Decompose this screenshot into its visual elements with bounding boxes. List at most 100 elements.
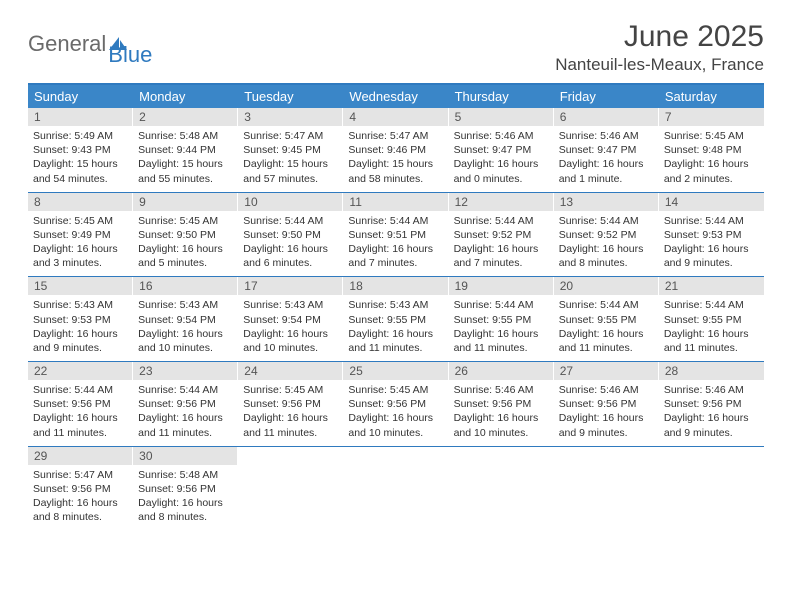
- sunrise-text: Sunrise: 5:43 AM: [33, 298, 128, 312]
- sunrise-text: Sunrise: 5:46 AM: [559, 383, 654, 397]
- day-number: 22: [28, 362, 133, 380]
- weekday-header: Thursday: [449, 85, 554, 108]
- day-info: Sunrise: 5:45 AMSunset: 9:49 PMDaylight:…: [28, 211, 133, 271]
- day-info: Sunrise: 5:46 AMSunset: 9:56 PMDaylight:…: [449, 380, 554, 440]
- sunset-text: Sunset: 9:48 PM: [664, 143, 759, 157]
- weekday-header: Monday: [133, 85, 238, 108]
- daylight-text: Daylight: 16 hours and 9 minutes.: [664, 411, 759, 439]
- daylight-text: Daylight: 16 hours and 11 minutes.: [664, 327, 759, 355]
- day-info: Sunrise: 5:45 AMSunset: 9:56 PMDaylight:…: [238, 380, 343, 440]
- sunrise-text: Sunrise: 5:47 AM: [33, 468, 128, 482]
- calendar-day-cell: 6Sunrise: 5:46 AMSunset: 9:47 PMDaylight…: [554, 108, 659, 192]
- day-info: Sunrise: 5:45 AMSunset: 9:50 PMDaylight:…: [133, 211, 238, 271]
- daylight-text: Daylight: 15 hours and 55 minutes.: [138, 157, 233, 185]
- sunset-text: Sunset: 9:51 PM: [348, 228, 443, 242]
- calendar-day-cell: 1Sunrise: 5:49 AMSunset: 9:43 PMDaylight…: [28, 108, 133, 192]
- daylight-text: Daylight: 15 hours and 58 minutes.: [348, 157, 443, 185]
- calendar-day-cell: 9Sunrise: 5:45 AMSunset: 9:50 PMDaylight…: [133, 193, 238, 277]
- calendar-grid: Sunday Monday Tuesday Wednesday Thursday…: [28, 83, 764, 530]
- daylight-text: Daylight: 16 hours and 9 minutes.: [664, 242, 759, 270]
- calendar-week-row: 1Sunrise: 5:49 AMSunset: 9:43 PMDaylight…: [28, 108, 764, 193]
- sunset-text: Sunset: 9:56 PM: [138, 482, 233, 496]
- calendar-day-cell: 8Sunrise: 5:45 AMSunset: 9:49 PMDaylight…: [28, 193, 133, 277]
- calendar-day-cell: 2Sunrise: 5:48 AMSunset: 9:44 PMDaylight…: [133, 108, 238, 192]
- calendar-day-cell: 12Sunrise: 5:44 AMSunset: 9:52 PMDayligh…: [449, 193, 554, 277]
- sunrise-text: Sunrise: 5:44 AM: [664, 214, 759, 228]
- daylight-text: Daylight: 16 hours and 11 minutes.: [454, 327, 549, 355]
- day-info: Sunrise: 5:47 AMSunset: 9:56 PMDaylight:…: [28, 465, 133, 525]
- calendar-day-cell: 29Sunrise: 5:47 AMSunset: 9:56 PMDayligh…: [28, 447, 133, 531]
- weekday-header: Saturday: [659, 85, 764, 108]
- sunrise-text: Sunrise: 5:44 AM: [559, 298, 654, 312]
- calendar-day-cell: 15Sunrise: 5:43 AMSunset: 9:53 PMDayligh…: [28, 277, 133, 361]
- calendar-day-cell: 30Sunrise: 5:48 AMSunset: 9:56 PMDayligh…: [133, 447, 238, 531]
- sunrise-text: Sunrise: 5:44 AM: [664, 298, 759, 312]
- calendar-day-cell: 27Sunrise: 5:46 AMSunset: 9:56 PMDayligh…: [554, 362, 659, 446]
- day-info: Sunrise: 5:48 AMSunset: 9:56 PMDaylight:…: [133, 465, 238, 525]
- calendar-day-cell: 20 Sunrise: 5:44 AMSunset: 9:55 PMDayligh…: [554, 277, 659, 361]
- daylight-text: Daylight: 16 hours and 11 minutes.: [243, 411, 338, 439]
- day-info: Sunrise: 5:44 AMSunset: 9:55 PMDaylight:…: [449, 295, 554, 355]
- weekday-header: Tuesday: [238, 85, 343, 108]
- sunset-text: Sunset: 9:56 PM: [33, 397, 128, 411]
- day-number: 12: [449, 193, 554, 211]
- day-number: .: [554, 447, 659, 465]
- sunset-text: Sunset: 9:50 PM: [138, 228, 233, 242]
- sunset-text: Sunset: 9:56 PM: [138, 397, 233, 411]
- day-info: Sunrise: 5:47 AMSunset: 9:46 PMDaylight:…: [343, 126, 448, 186]
- daylight-text: Daylight: 16 hours and 10 minutes.: [243, 327, 338, 355]
- daylight-text: Daylight: 16 hours and 1 minute.: [559, 157, 654, 185]
- daylight-text: Daylight: 16 hours and 6 minutes.: [243, 242, 338, 270]
- day-number: 25: [343, 362, 448, 380]
- daylight-text: Daylight: 16 hours and 11 minutes.: [559, 327, 654, 355]
- sunrise-text: Sunrise: 5:45 AM: [664, 129, 759, 143]
- calendar-day-cell: 17Sunrise: 5:43 AMSunset: 9:54 PMDayligh…: [238, 277, 343, 361]
- sunset-text: Sunset: 9:55 PM: [559, 313, 654, 327]
- sunset-text: Sunset: 9:56 PM: [243, 397, 338, 411]
- calendar-day-cell: .: [238, 447, 343, 531]
- day-info: Sunrise: 5:44 AMSunset: 9:56 PMDaylight:…: [28, 380, 133, 440]
- sunrise-text: Sunrise: 5:44 AM: [243, 214, 338, 228]
- sunrise-text: Sunrise: 5:47 AM: [243, 129, 338, 143]
- day-info: Sunrise: 5:49 AMSunset: 9:43 PMDaylight:…: [28, 126, 133, 186]
- day-number: 13: [554, 193, 659, 211]
- day-number: 14: [659, 193, 764, 211]
- sunset-text: Sunset: 9:45 PM: [243, 143, 338, 157]
- day-number: 29: [28, 447, 133, 465]
- day-info: Sunrise: 5:48 AMSunset: 9:44 PMDaylight:…: [133, 126, 238, 186]
- day-info: Sunrise: 5:44 AMSunset: 9:51 PMDaylight:…: [343, 211, 448, 271]
- day-number: 10: [238, 193, 343, 211]
- title-block: June 2025 Nanteuil-les-Meaux, France: [555, 20, 764, 75]
- day-number: 19: [449, 277, 554, 295]
- day-number: 27: [554, 362, 659, 380]
- sunset-text: Sunset: 9:44 PM: [138, 143, 233, 157]
- daylight-text: Daylight: 16 hours and 7 minutes.: [348, 242, 443, 270]
- sunset-text: Sunset: 9:50 PM: [243, 228, 338, 242]
- daylight-text: Daylight: 16 hours and 10 minutes.: [138, 327, 233, 355]
- day-number: 20: [554, 277, 659, 295]
- day-number: 26: [449, 362, 554, 380]
- day-info: Sunrise: 5:43 AMSunset: 9:54 PMDaylight:…: [238, 295, 343, 355]
- sunset-text: Sunset: 9:46 PM: [348, 143, 443, 157]
- day-info: Sunrise: 5:44 AMSunset: 9:53 PMDaylight:…: [659, 211, 764, 271]
- month-title: June 2025: [555, 20, 764, 53]
- daylight-text: Daylight: 16 hours and 7 minutes.: [454, 242, 549, 270]
- calendar-day-cell: 5Sunrise: 5:46 AMSunset: 9:47 PMDaylight…: [449, 108, 554, 192]
- sunset-text: Sunset: 9:43 PM: [33, 143, 128, 157]
- sunrise-text: Sunrise: 5:45 AM: [138, 214, 233, 228]
- calendar-day-cell: 24Sunrise: 5:45 AMSunset: 9:56 PMDayligh…: [238, 362, 343, 446]
- sunrise-text: Sunrise: 5:45 AM: [243, 383, 338, 397]
- location-subtitle: Nanteuil-les-Meaux, France: [555, 55, 764, 75]
- day-number: 23: [133, 362, 238, 380]
- day-number: 1: [28, 108, 133, 126]
- sunrise-text: Sunrise: 5:47 AM: [348, 129, 443, 143]
- sunrise-text: Sunrise: 5:44 AM: [454, 214, 549, 228]
- daylight-text: Daylight: 16 hours and 10 minutes.: [454, 411, 549, 439]
- logo-text-general: General: [28, 31, 106, 57]
- weekday-header: Friday: [554, 85, 659, 108]
- sunset-text: Sunset: 9:49 PM: [33, 228, 128, 242]
- sunset-text: Sunset: 9:47 PM: [559, 143, 654, 157]
- calendar-day-cell: 10 Sunrise: 5:44 AMSunset: 9:50 PMDayligh…: [238, 193, 343, 277]
- day-info: Sunrise: 5:45 AMSunset: 9:56 PMDaylight:…: [343, 380, 448, 440]
- calendar-day-cell: 19Sunrise: 5:44 AMSunset: 9:55 PMDayligh…: [449, 277, 554, 361]
